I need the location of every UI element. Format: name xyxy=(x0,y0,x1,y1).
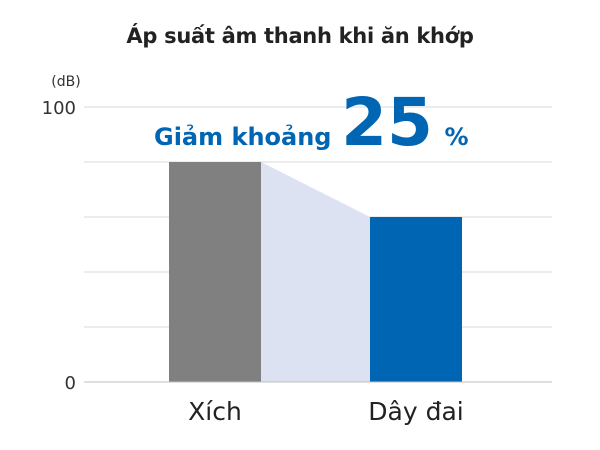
reduction-annotation: Giảm khoảng 25 % xyxy=(154,84,469,161)
x-tick-label-0: Xích xyxy=(188,397,242,426)
annotation-number: 25 xyxy=(341,84,433,161)
bar-0 xyxy=(169,162,261,382)
chart-title: Áp suất âm thanh khi ăn khớp xyxy=(126,24,474,48)
reduction-connector xyxy=(261,162,370,382)
y-tick-label-1: 100 xyxy=(42,98,76,119)
bar-1 xyxy=(370,217,462,382)
y-axis-unit-label: (dB) xyxy=(51,74,80,90)
annotation-suffix: % xyxy=(445,123,469,151)
annotation-prefix: Giảm khoảng xyxy=(154,123,331,151)
y-tick-label-0: 0 xyxy=(65,373,76,394)
x-tick-label-1: Dây đai xyxy=(368,397,463,426)
y-tick-labels: 0 100 xyxy=(42,98,76,394)
x-tick-labels: Xích Dây đai xyxy=(188,397,464,426)
bars xyxy=(169,162,462,382)
